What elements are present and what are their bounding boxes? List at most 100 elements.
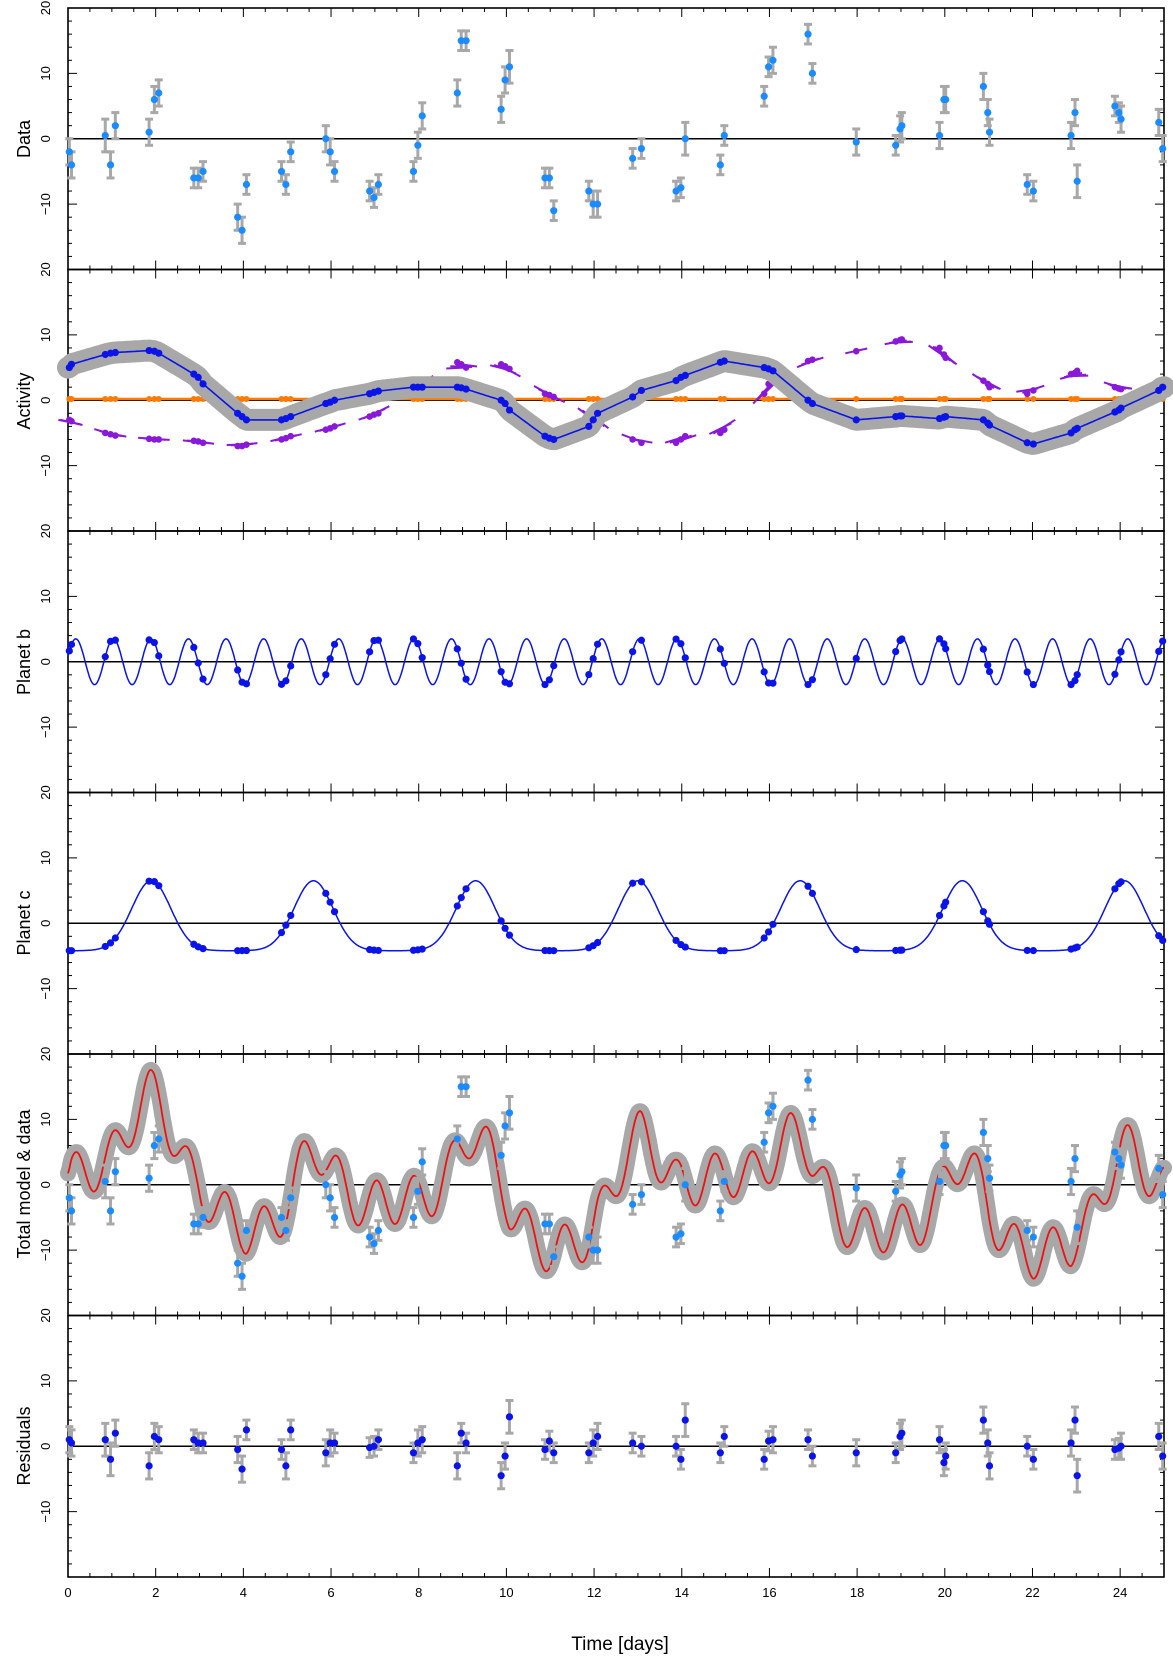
gp-point [720, 357, 728, 365]
data-point [1159, 144, 1167, 153]
planet-b-point [497, 668, 505, 676]
data-point [497, 1151, 505, 1159]
residual-point [637, 1442, 646, 1450]
x-tick-label: 16 [762, 1585, 776, 1600]
planet-b-point [234, 666, 242, 674]
residual-point [145, 1462, 153, 1470]
data-point [238, 226, 246, 234]
planet-c-point [942, 898, 950, 906]
gp-point [145, 346, 153, 355]
y-tick-label: 10 [38, 66, 53, 80]
activity-component-point [809, 356, 816, 364]
data-point [155, 1135, 163, 1143]
data-point [67, 161, 76, 169]
trend-point [853, 395, 860, 402]
residual-point [1159, 1452, 1167, 1460]
planet-b-point [1023, 668, 1031, 676]
activity-component-point [681, 432, 689, 440]
residual-point [322, 1449, 330, 1457]
trend-point [936, 395, 943, 402]
gp-point [942, 412, 950, 421]
trend-point [594, 395, 601, 402]
gp-point [501, 399, 509, 408]
planet-c-point [67, 947, 76, 955]
data-point [1067, 1177, 1075, 1186]
planet-c-point [769, 920, 777, 928]
data-point [453, 1135, 461, 1143]
y-tick-label: 20 [38, 785, 53, 799]
data-point [409, 1213, 418, 1222]
data-point [984, 1155, 992, 1163]
planet-b-point [414, 640, 422, 648]
residual-point [550, 1449, 558, 1457]
data-point [677, 1230, 685, 1238]
planet-c-point [681, 943, 689, 951]
residual-point [199, 1439, 207, 1447]
x-tick-label: 2 [152, 1585, 159, 1600]
activity-component-point [101, 429, 109, 437]
planet-b-point [65, 647, 73, 655]
planet-b-point [677, 640, 685, 648]
planet-b-point [760, 668, 768, 676]
residual-point [497, 1472, 505, 1480]
planet-c-point [672, 936, 680, 945]
residual-point [453, 1462, 461, 1470]
gp-point [330, 396, 339, 404]
trend-point [980, 395, 987, 402]
planet-b-point [942, 645, 950, 653]
planet-b-point [1029, 680, 1037, 689]
residual-point [1023, 1442, 1031, 1450]
data-point [804, 30, 812, 38]
y-tick-label: 10 [38, 1112, 53, 1126]
residual-point [545, 1437, 553, 1445]
trend-point [942, 395, 949, 402]
residual-point [111, 1429, 119, 1437]
gp-point [194, 373, 202, 381]
trend-point [682, 395, 689, 402]
x-axis-label: Time [days] [571, 1634, 669, 1655]
y-tick-label: 0 [38, 658, 53, 665]
data-point [629, 154, 637, 162]
data-point [935, 1177, 944, 1186]
data-point [370, 1239, 378, 1248]
y-tick-label: 20 [38, 1308, 53, 1322]
data-point [111, 122, 119, 130]
trend-point [892, 395, 899, 402]
data-point [414, 1187, 422, 1195]
data-point [764, 1109, 773, 1117]
residual-point [1067, 1439, 1075, 1447]
x-tick-label: 6 [327, 1585, 334, 1600]
gp-point [67, 360, 76, 368]
data-point [769, 56, 777, 64]
x-tick-label: 14 [675, 1585, 689, 1600]
trend-point [677, 395, 684, 402]
planet-c-point [453, 902, 461, 910]
data-point [106, 1207, 115, 1215]
trend-point [986, 395, 993, 402]
residual-point [106, 1455, 115, 1463]
planet-b-point [716, 645, 724, 653]
trend-point [590, 395, 597, 402]
residual-point [1029, 1455, 1037, 1463]
x-tick-label: 22 [1025, 1585, 1039, 1600]
gp-point [418, 383, 426, 391]
residual-point [979, 1416, 987, 1424]
y-tick-label: 20 [38, 1047, 53, 1061]
data-point [545, 1220, 553, 1228]
activity-component-point [760, 390, 768, 398]
activity-component-point [936, 344, 943, 352]
planet-c-point [593, 938, 602, 947]
data-point [1117, 1161, 1125, 1169]
data-point [808, 1115, 817, 1123]
gp-point [637, 386, 646, 395]
panel-4-plot: −10 0 10 20 [38, 1047, 1172, 1317]
data-point [716, 1207, 724, 1215]
data-point [1067, 131, 1075, 140]
y-tick-label: −10 [38, 716, 53, 738]
residual-point [769, 1436, 777, 1444]
data-point [1029, 1233, 1037, 1241]
planet-c-point [457, 894, 465, 902]
data-point [1023, 180, 1031, 189]
residual-point [457, 1429, 465, 1437]
data-point [497, 105, 505, 113]
